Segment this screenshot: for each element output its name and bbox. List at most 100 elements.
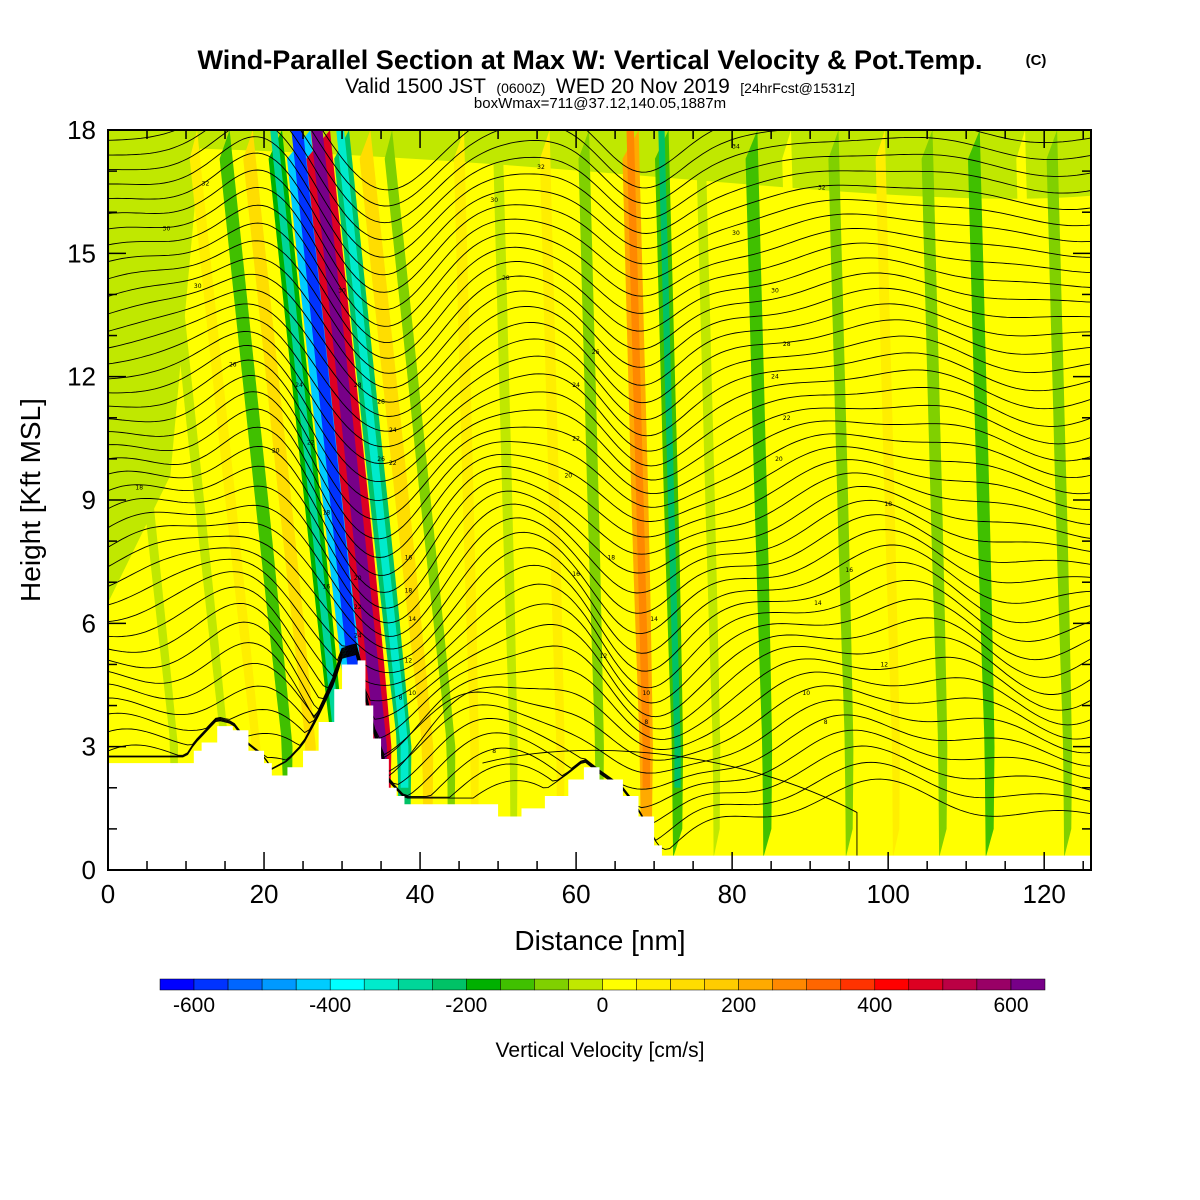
theta-contour [108,522,1091,650]
theta-contour-label: 28 [502,275,510,282]
theta-contour-label: 18 [323,509,331,516]
theta-contour-label: 22 [307,439,315,446]
valid-utc: (0600Z) [496,80,545,96]
theta-contour [108,558,1091,689]
colorbar [159,978,1046,991]
colorbar-tick-label: 200 [721,994,756,1017]
velocity-band [1046,130,1072,858]
theta-contour-label: 32 [818,185,826,192]
theta-contour [108,169,1091,311]
theta-contour-label: 24 [354,633,362,640]
colorbar-swatch [874,978,910,991]
x-axis-label: Distance [nm] [514,925,685,956]
velocity-core [336,130,409,788]
theta-contour-label: 8 [399,694,403,701]
colorbar-tick-label: 600 [993,994,1028,1017]
colorbar-swatch [466,978,501,991]
theta-contour-label: 24 [295,382,303,389]
theta-contour-label: 18 [135,485,143,492]
x-tick-label: 100 [866,879,909,909]
velocity-core [658,130,681,788]
colorbar-tick-label: -400 [309,994,351,1017]
velocity-band [493,130,518,858]
valid-date: WED 20 Nov 2019 [556,75,730,98]
theta-contour [108,359,1091,501]
theta-contour-label: 18 [405,587,413,594]
theta-contour-labels: 18 30 30 32 26 20 24 22 18 16 30 28 20 22 24 28 26 24 22 16… [135,143,892,754]
velocity-band [189,130,261,858]
colorbar-tick-label: -200 [445,994,487,1017]
theta-contour-label: 30 [194,283,202,290]
colorbar-swatch [704,978,739,991]
colorbar-swatch [398,978,433,991]
velocity-band [875,130,900,858]
velocity-band [108,130,178,858]
theta-contour-label: 8 [644,719,648,726]
box-wmax-text: boxWmax=711@37.12,140.05,1887m [474,95,726,112]
theta-contour-label: 20 [775,456,783,463]
theta-contour-label: 10 [802,690,810,697]
theta-contour [310,130,1091,207]
colorbar-swatch [670,978,705,991]
theta-contour [108,535,1091,662]
theta-contour-label: 8 [492,748,496,755]
theta-contour-label: 12 [405,657,413,664]
y-tick-label: 9 [82,485,96,515]
theta-contour-label: 12 [880,661,888,668]
theta-contour-label: 32 [537,164,545,171]
theta-contour-label: 24 [389,427,397,434]
theta-contour-label: 26 [229,361,237,368]
forecast-info: [24hrFcst@1531z] [740,80,855,96]
theta-contour-label: 20 [354,575,362,582]
y-tick-label: 12 [67,362,96,392]
x-tick-label: 0 [101,879,115,909]
colorbar-swatch [568,978,603,991]
theta-contour-label: 16 [405,555,413,562]
velocity-shading [108,130,1091,870]
y-tick-label: 18 [67,115,96,145]
colorbar-swatch [602,978,637,991]
theta-contour-label: 16 [845,567,853,574]
theta-contour-label: 24 [771,374,779,381]
theta-contour [108,289,1091,417]
theta-contour [108,130,1091,258]
colorbar-swatch [534,978,569,991]
theta-contour-label: 22 [572,435,580,442]
velocity-band [158,130,229,858]
theta-contour [108,391,1091,540]
theta-contour [108,257,1091,389]
theta-contour [108,649,1091,761]
shading-aloft [108,130,1091,199]
colorbar-swatch [329,978,365,991]
theta-contour-label: 28 [377,398,385,405]
theta-contour [108,642,1091,777]
theta-contour [108,571,1091,704]
colorbar-swatch [840,978,876,991]
colorbar-swatch [636,978,671,991]
theta-contour [108,204,1091,344]
theta-contour [108,152,1091,293]
x-tick-label: 80 [718,879,747,909]
theta-contour-label: 22 [354,604,362,611]
colorbar-swatch [193,978,229,991]
x-tick-label: 120 [1022,879,1065,909]
theta-contour [108,130,1091,241]
colorbar-swatch [976,978,1012,991]
theta-contour-label: 18 [607,555,615,562]
theta-contour-label: 14 [650,616,658,623]
theta-contour [108,485,1091,624]
theta-contour-label: 30 [338,287,346,294]
theta-contour-label: 26 [377,456,385,463]
theta-contour [108,222,1091,359]
y-tick-label: 15 [67,238,96,268]
copyright-mark: (C) [1026,52,1047,69]
theta-contour-label: 30 [771,287,779,294]
colorbar-swatch [295,978,331,991]
x-tick-label: 20 [250,879,279,909]
velocity-band [540,130,565,858]
velocity-band [968,130,995,858]
valid-time-line: Valid 1500 JST (0600Z) WED 20 Nov 2019 [… [345,75,855,98]
velocity-core [310,130,387,788]
theta-contour-label: 20 [272,448,280,455]
colorbar-tick-labels: -600 -400 -200 0 200 400 600 [173,994,1029,1017]
